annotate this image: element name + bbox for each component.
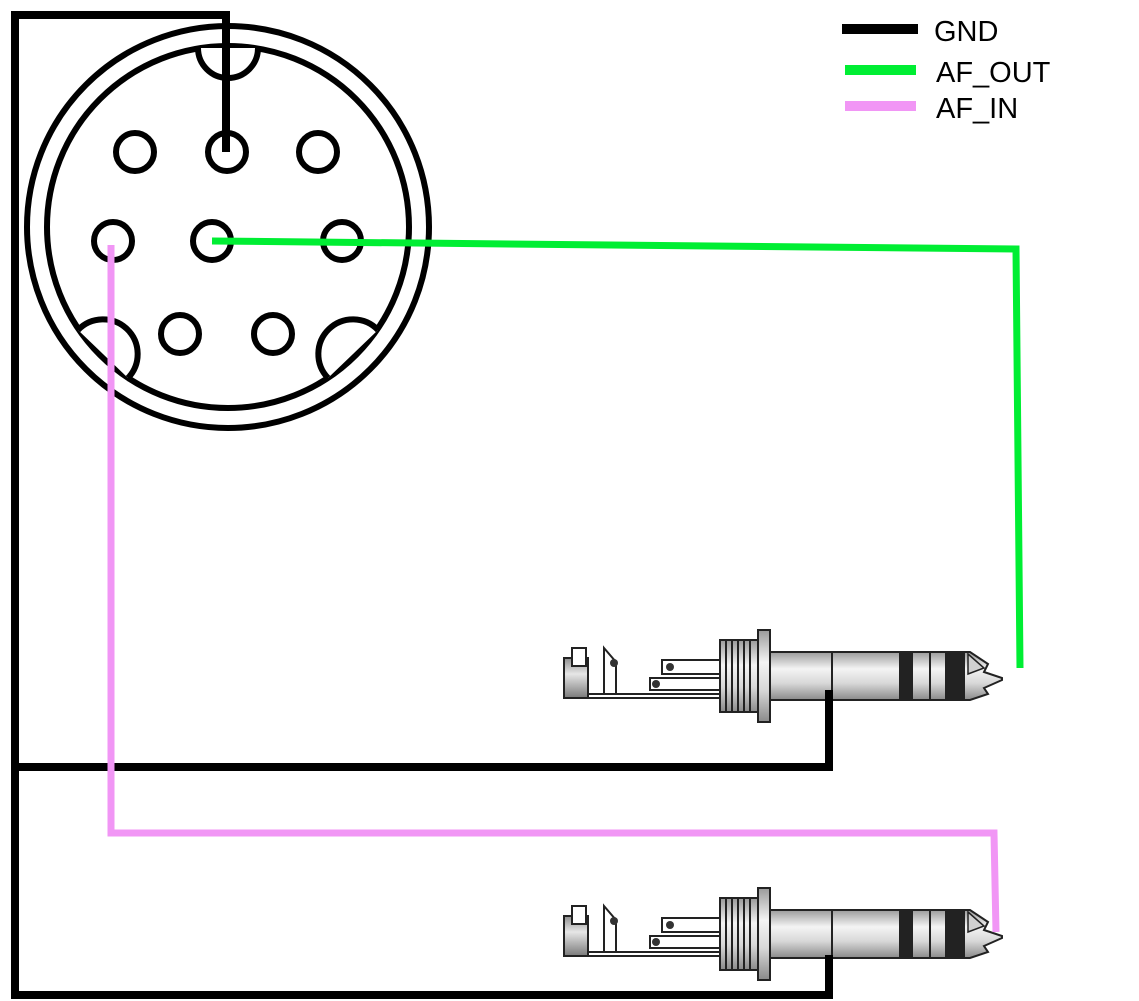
legend: GND AF_OUT AF_IN bbox=[842, 16, 1051, 125]
af-out-wire bbox=[211, 237, 1024, 669]
din-pin-top-left bbox=[113, 130, 157, 174]
din-pin-bottom-right bbox=[251, 312, 295, 356]
din-pin-top-right bbox=[296, 130, 340, 174]
legend-label-gnd: GND bbox=[934, 16, 998, 48]
legend-label-af-out: AF_OUT bbox=[936, 57, 1051, 89]
din-pin-bottom-left bbox=[158, 312, 202, 356]
gnd-wire-branch bbox=[15, 690, 833, 771]
gnd-wire bbox=[11, 11, 833, 999]
af-in-wire bbox=[107, 245, 1000, 933]
trs-plug-1 bbox=[563, 629, 1003, 723]
trs-plug-2 bbox=[563, 887, 1003, 981]
din-bottom-right-notch bbox=[315, 316, 381, 381]
mini-din-connector bbox=[24, 23, 432, 431]
legend-label-af-in: AF_IN bbox=[936, 93, 1018, 125]
